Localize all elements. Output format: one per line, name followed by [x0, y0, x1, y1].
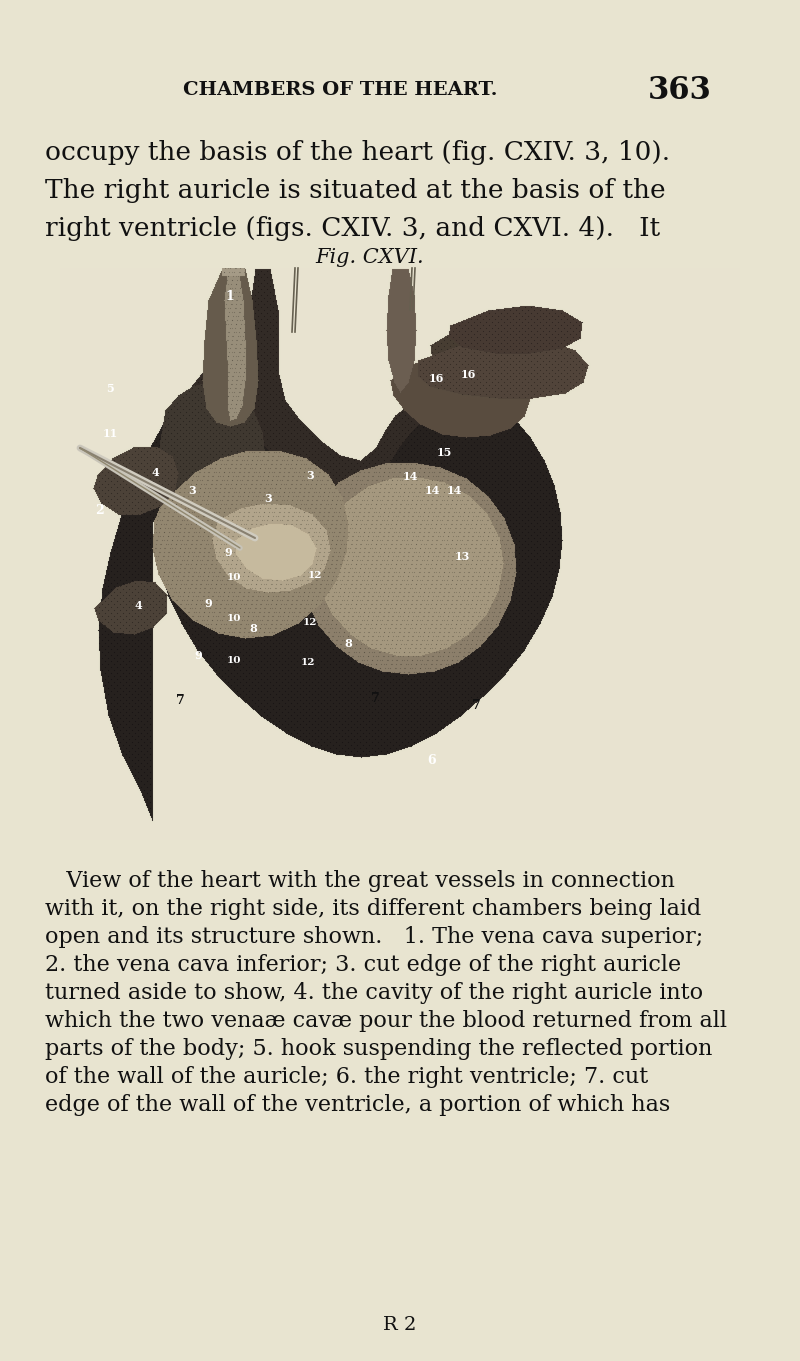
Text: 7: 7: [370, 691, 379, 705]
Text: 11: 11: [102, 427, 118, 438]
Text: 363: 363: [648, 75, 712, 106]
Text: 12: 12: [301, 657, 315, 667]
Text: 9: 9: [224, 547, 232, 558]
Text: which the two venaæ cavæ pour the blood returned from all: which the two venaæ cavæ pour the blood …: [45, 1010, 727, 1032]
Text: 14: 14: [402, 471, 418, 482]
Text: turned aside to show, 4. the cavity of the right auricle into: turned aside to show, 4. the cavity of t…: [45, 983, 703, 1004]
Text: 8: 8: [344, 637, 352, 648]
Text: 4: 4: [151, 467, 159, 478]
Text: 2: 2: [96, 504, 104, 517]
Text: 2. the vena cava inferior; 3. cut edge of the right auricle: 2. the vena cava inferior; 3. cut edge o…: [45, 954, 681, 976]
Text: 7: 7: [472, 698, 480, 712]
Text: 3: 3: [264, 493, 272, 504]
Text: 3: 3: [188, 485, 196, 495]
Text: right ventricle (figs. CXIV. 3, and CXVI. 4).   It: right ventricle (figs. CXIV. 3, and CXVI…: [45, 216, 660, 241]
Text: 7: 7: [176, 694, 184, 706]
Text: 10: 10: [226, 573, 242, 581]
Text: 12: 12: [308, 570, 322, 580]
Text: Fig. CXVI.: Fig. CXVI.: [316, 248, 424, 267]
Text: R 2: R 2: [383, 1316, 417, 1334]
Text: parts of the body; 5. hook suspending the reflected portion: parts of the body; 5. hook suspending th…: [45, 1038, 712, 1060]
Text: 8: 8: [249, 622, 257, 633]
Text: 10: 10: [226, 656, 242, 664]
Text: CHAMBERS OF THE HEART.: CHAMBERS OF THE HEART.: [182, 82, 498, 99]
Text: 6: 6: [428, 754, 436, 766]
Text: The right auricle is situated at the basis of the: The right auricle is situated at the bas…: [45, 178, 666, 203]
Text: 4: 4: [134, 599, 142, 611]
Text: with it, on the right side, its different chambers being laid: with it, on the right side, its differen…: [45, 898, 702, 920]
Text: View of the heart with the great vessels in connection: View of the heart with the great vessels…: [45, 870, 675, 891]
Text: 9: 9: [204, 597, 212, 608]
Text: 13: 13: [454, 550, 470, 562]
Text: 3: 3: [306, 470, 314, 480]
Text: open and its structure shown.   1. The vena cava superior;: open and its structure shown. 1. The ven…: [45, 925, 703, 949]
Text: edge of the wall of the ventricle, a portion of which has: edge of the wall of the ventricle, a por…: [45, 1094, 670, 1116]
Text: of the wall of the auricle; 6. the right ventricle; 7. cut: of the wall of the auricle; 6. the right…: [45, 1066, 648, 1087]
Text: 1: 1: [226, 290, 234, 302]
Text: 15: 15: [436, 446, 452, 457]
Text: 10: 10: [226, 614, 242, 622]
Text: 9: 9: [194, 649, 202, 660]
Text: 5: 5: [106, 382, 114, 393]
Text: 14: 14: [424, 485, 440, 495]
Text: 12: 12: [302, 618, 318, 626]
Text: 16: 16: [428, 373, 444, 384]
Text: 16: 16: [460, 369, 476, 380]
Text: 14: 14: [446, 485, 462, 495]
Text: occupy the basis of the heart (fig. CXIV. 3, 10).: occupy the basis of the heart (fig. CXIV…: [45, 140, 670, 165]
